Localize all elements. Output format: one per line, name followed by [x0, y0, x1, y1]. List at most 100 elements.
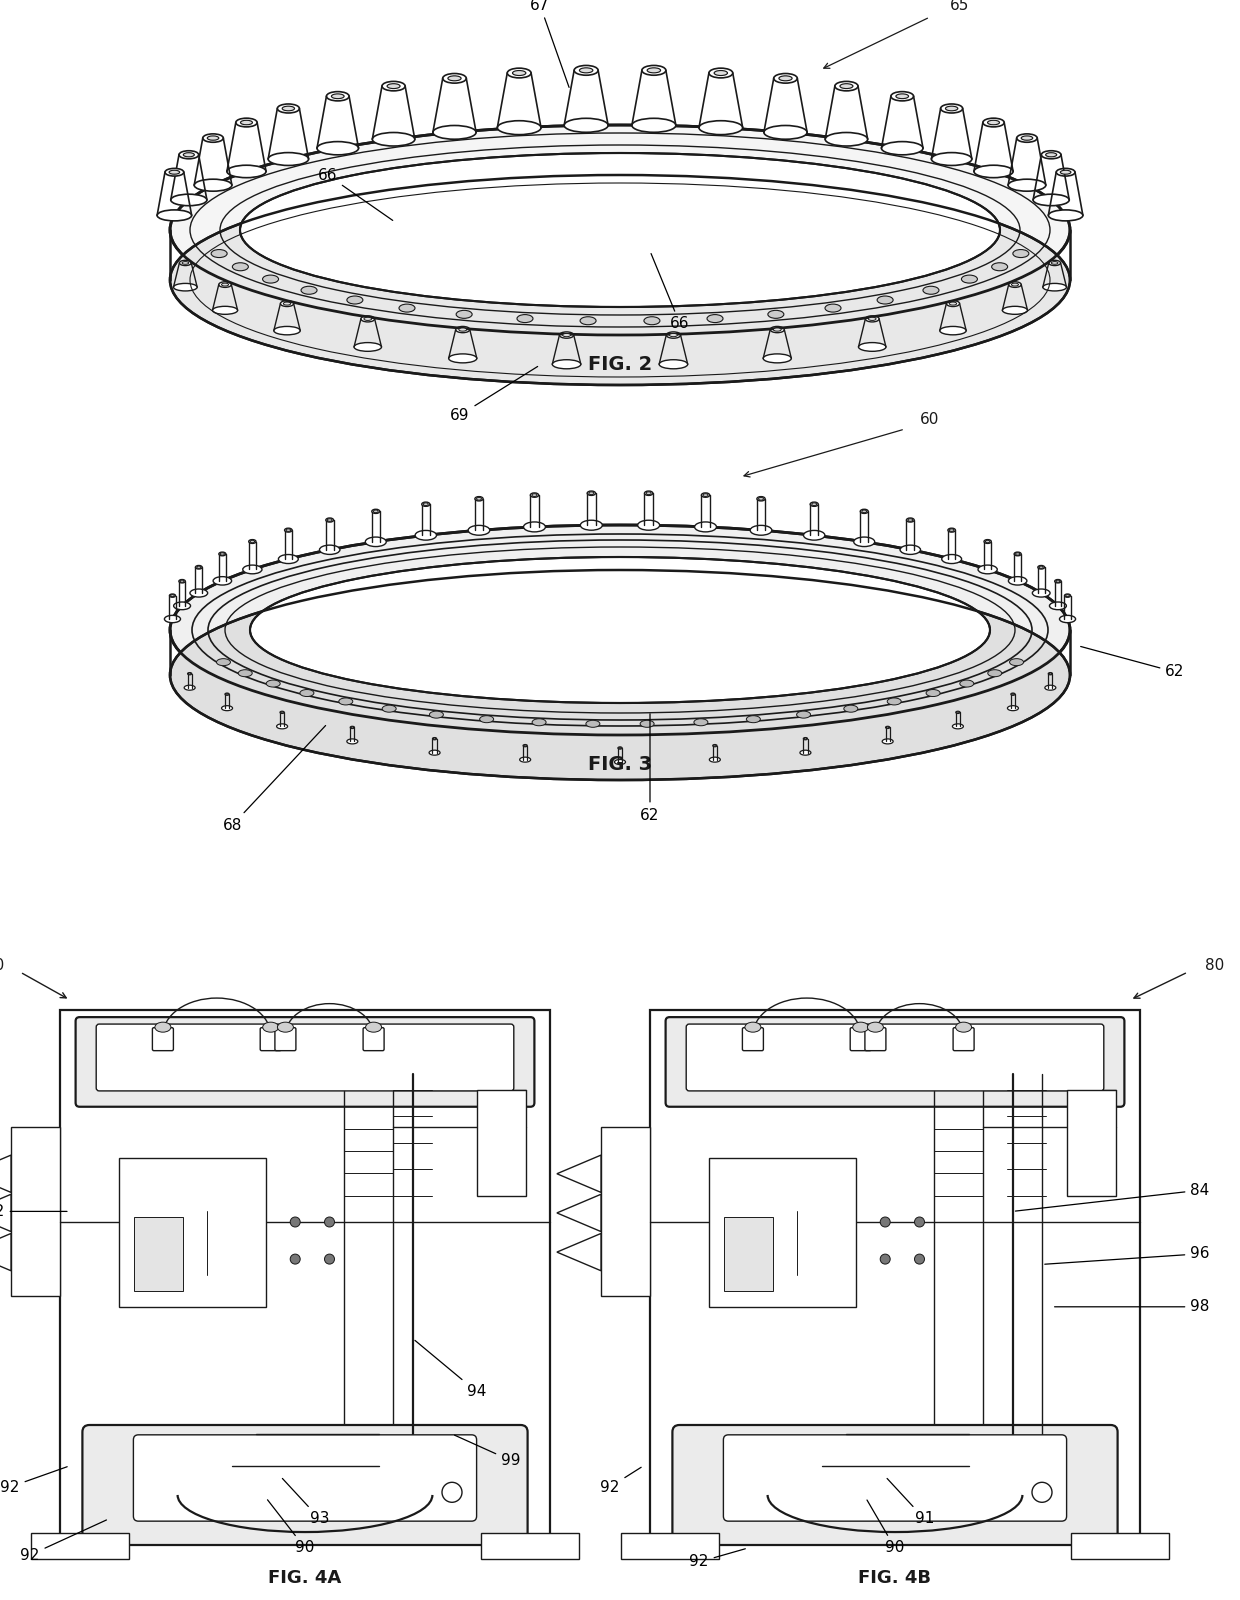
Ellipse shape — [985, 539, 991, 544]
Ellipse shape — [325, 1218, 335, 1227]
Ellipse shape — [339, 698, 353, 706]
Ellipse shape — [615, 760, 625, 765]
Ellipse shape — [694, 522, 717, 531]
Ellipse shape — [906, 518, 914, 522]
FancyBboxPatch shape — [666, 1018, 1125, 1107]
Text: 92: 92 — [689, 1549, 745, 1570]
Ellipse shape — [532, 494, 537, 496]
Text: 69: 69 — [450, 366, 538, 422]
Ellipse shape — [804, 738, 807, 739]
Ellipse shape — [429, 710, 444, 718]
Polygon shape — [11, 1126, 60, 1296]
Ellipse shape — [423, 502, 428, 506]
Ellipse shape — [196, 565, 202, 570]
Ellipse shape — [956, 712, 960, 714]
Ellipse shape — [960, 680, 973, 686]
Ellipse shape — [986, 541, 990, 542]
Polygon shape — [0, 1155, 11, 1192]
Ellipse shape — [283, 302, 290, 306]
Ellipse shape — [1033, 194, 1069, 206]
Ellipse shape — [480, 715, 494, 723]
Text: 67: 67 — [531, 0, 569, 88]
Text: 92: 92 — [0, 1467, 67, 1494]
Ellipse shape — [277, 723, 288, 730]
Ellipse shape — [170, 174, 1070, 386]
Ellipse shape — [443, 74, 466, 83]
Ellipse shape — [694, 718, 708, 726]
Ellipse shape — [945, 106, 957, 110]
Ellipse shape — [250, 557, 990, 702]
Ellipse shape — [660, 360, 688, 370]
Ellipse shape — [644, 317, 660, 325]
Ellipse shape — [1060, 170, 1071, 174]
Ellipse shape — [373, 510, 378, 512]
Ellipse shape — [300, 690, 314, 696]
Ellipse shape — [1045, 152, 1056, 157]
Text: 92: 92 — [600, 1467, 641, 1494]
Ellipse shape — [250, 541, 254, 542]
Ellipse shape — [382, 706, 397, 712]
Ellipse shape — [1043, 283, 1066, 291]
Ellipse shape — [207, 136, 218, 141]
Ellipse shape — [531, 493, 538, 498]
Ellipse shape — [243, 565, 262, 574]
Ellipse shape — [804, 531, 825, 541]
Ellipse shape — [1065, 595, 1069, 597]
Ellipse shape — [211, 250, 227, 258]
Ellipse shape — [854, 538, 874, 547]
Ellipse shape — [171, 194, 207, 206]
Ellipse shape — [750, 525, 771, 536]
Ellipse shape — [835, 82, 858, 91]
Text: 80: 80 — [0, 957, 5, 973]
Ellipse shape — [238, 670, 252, 677]
Ellipse shape — [877, 296, 893, 304]
Ellipse shape — [1045, 685, 1055, 690]
Ellipse shape — [923, 286, 939, 294]
FancyBboxPatch shape — [363, 1027, 384, 1051]
Ellipse shape — [325, 1254, 335, 1264]
Ellipse shape — [702, 493, 709, 498]
Ellipse shape — [1038, 565, 1044, 570]
Ellipse shape — [983, 118, 1004, 126]
Ellipse shape — [155, 1022, 171, 1032]
Ellipse shape — [812, 502, 817, 506]
Ellipse shape — [180, 261, 191, 266]
Ellipse shape — [589, 491, 594, 494]
Text: 91: 91 — [887, 1478, 934, 1526]
Ellipse shape — [940, 326, 966, 334]
Ellipse shape — [941, 104, 962, 114]
Ellipse shape — [853, 1022, 869, 1032]
Ellipse shape — [224, 693, 229, 696]
Ellipse shape — [796, 710, 811, 718]
FancyBboxPatch shape — [723, 1435, 1066, 1522]
Ellipse shape — [263, 275, 279, 283]
Ellipse shape — [284, 528, 293, 533]
Ellipse shape — [670, 333, 677, 336]
Bar — [481, 1533, 579, 1558]
Text: FIG. 4B: FIG. 4B — [858, 1570, 931, 1587]
Ellipse shape — [286, 530, 290, 531]
Ellipse shape — [1049, 261, 1060, 266]
Polygon shape — [557, 1155, 601, 1192]
Ellipse shape — [1048, 210, 1083, 221]
Ellipse shape — [825, 304, 841, 312]
Ellipse shape — [559, 331, 574, 338]
FancyBboxPatch shape — [82, 1426, 527, 1546]
Ellipse shape — [642, 66, 666, 75]
Ellipse shape — [1039, 566, 1043, 568]
Ellipse shape — [825, 133, 868, 146]
Ellipse shape — [756, 496, 765, 501]
Ellipse shape — [278, 1022, 294, 1032]
Ellipse shape — [746, 715, 760, 723]
Ellipse shape — [366, 538, 386, 547]
Ellipse shape — [497, 120, 541, 134]
Ellipse shape — [890, 91, 914, 101]
Ellipse shape — [759, 498, 764, 501]
Ellipse shape — [900, 546, 920, 555]
FancyBboxPatch shape — [686, 1024, 1104, 1091]
Ellipse shape — [241, 154, 999, 307]
Ellipse shape — [455, 326, 470, 333]
Ellipse shape — [588, 491, 595, 496]
Ellipse shape — [361, 315, 374, 322]
Ellipse shape — [810, 502, 818, 506]
